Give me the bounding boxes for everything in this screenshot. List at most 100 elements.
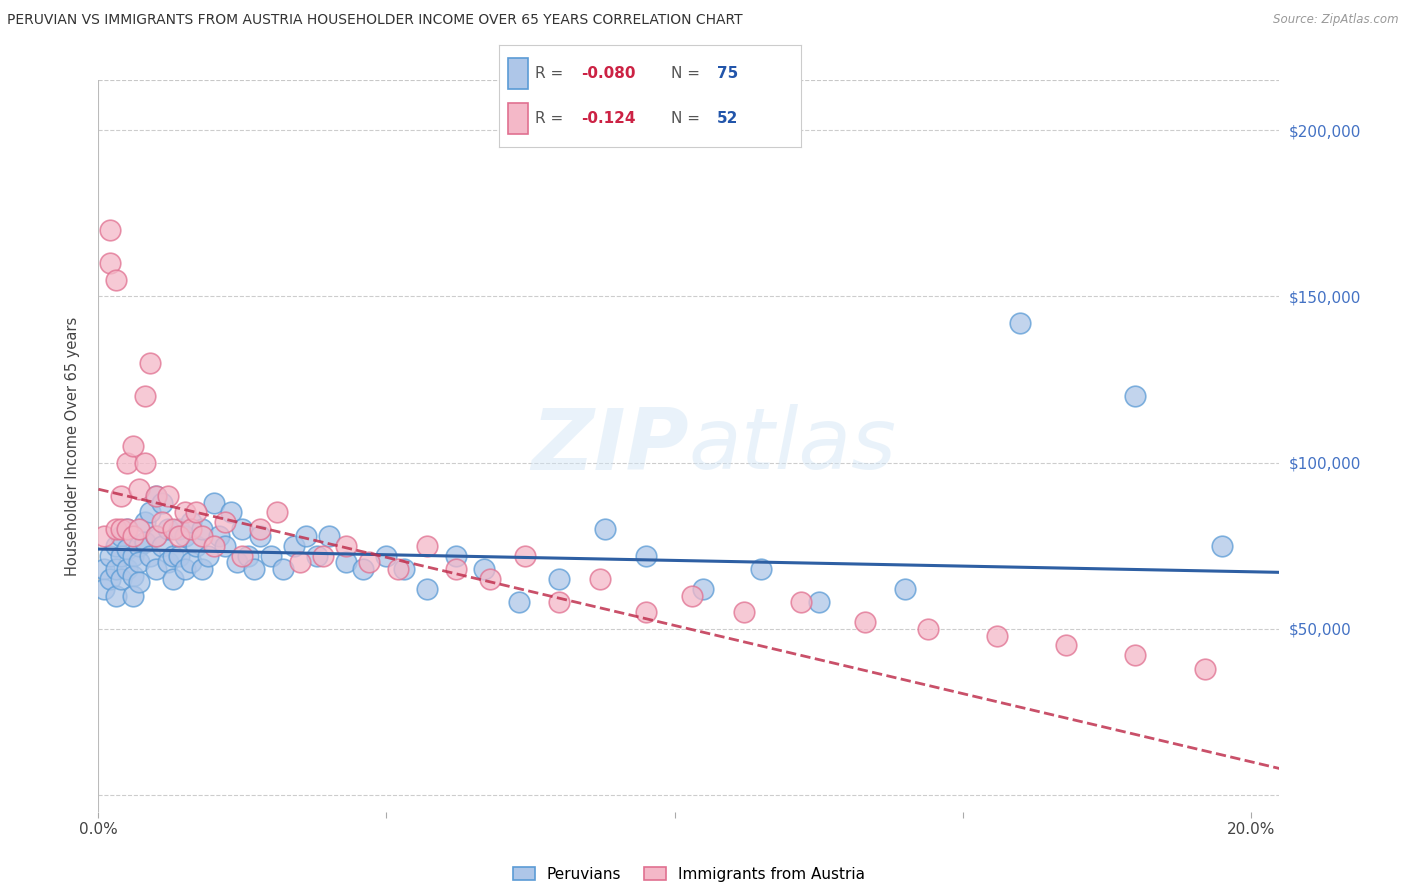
Point xyxy=(134,535,156,549)
Point xyxy=(1054,639,1077,653)
Point xyxy=(156,522,179,536)
Point xyxy=(894,582,917,596)
Point xyxy=(634,549,657,563)
Point xyxy=(513,549,536,563)
Point xyxy=(104,273,127,287)
Point xyxy=(214,516,236,530)
Point xyxy=(197,549,219,563)
Text: R =: R = xyxy=(536,111,568,126)
Point xyxy=(134,516,156,530)
Point xyxy=(283,539,305,553)
Text: Source: ZipAtlas.com: Source: ZipAtlas.com xyxy=(1274,13,1399,27)
Point xyxy=(180,555,202,569)
Point xyxy=(444,562,467,576)
Point xyxy=(115,542,138,557)
Point xyxy=(271,562,294,576)
Point xyxy=(110,522,132,536)
Point xyxy=(139,506,162,520)
Point xyxy=(225,555,247,569)
Point xyxy=(243,562,266,576)
Point xyxy=(444,549,467,563)
Point xyxy=(335,539,357,553)
Point xyxy=(387,562,409,576)
Point xyxy=(98,572,121,586)
Point xyxy=(115,522,138,536)
Text: PERUVIAN VS IMMIGRANTS FROM AUSTRIA HOUSEHOLDER INCOME OVER 65 YEARS CORRELATION: PERUVIAN VS IMMIGRANTS FROM AUSTRIA HOUS… xyxy=(7,13,742,28)
Point xyxy=(180,522,202,536)
Point xyxy=(128,482,150,496)
Point xyxy=(548,572,571,586)
Point xyxy=(392,562,415,576)
Point xyxy=(139,356,162,370)
Point xyxy=(416,539,439,553)
Point xyxy=(93,529,115,543)
Point xyxy=(162,549,184,563)
Point xyxy=(807,595,830,609)
Point xyxy=(186,539,208,553)
Point xyxy=(266,506,288,520)
Text: 52: 52 xyxy=(717,111,738,126)
Point xyxy=(145,529,167,543)
Point xyxy=(93,582,115,596)
Point xyxy=(307,549,329,563)
Point xyxy=(790,595,813,609)
Point xyxy=(115,522,138,536)
Point xyxy=(191,562,214,576)
Y-axis label: Householder Income Over 65 years: Householder Income Over 65 years xyxy=(65,317,80,575)
Point xyxy=(1010,316,1032,330)
Point xyxy=(128,575,150,590)
Point xyxy=(173,562,195,576)
Point xyxy=(186,506,208,520)
Point xyxy=(634,605,657,619)
Point xyxy=(115,456,138,470)
Point xyxy=(134,389,156,403)
Point xyxy=(733,605,755,619)
Point xyxy=(110,549,132,563)
Point xyxy=(359,555,381,569)
Point xyxy=(692,582,714,596)
Point xyxy=(1211,539,1233,553)
Point xyxy=(167,549,190,563)
Point xyxy=(548,595,571,609)
Point xyxy=(150,495,173,509)
Point xyxy=(122,568,145,582)
Point xyxy=(173,506,195,520)
Point xyxy=(128,555,150,569)
Point xyxy=(1125,389,1147,403)
Point xyxy=(122,439,145,453)
Text: ZIP: ZIP xyxy=(531,404,689,488)
Point xyxy=(231,549,253,563)
Point xyxy=(139,549,162,563)
Point xyxy=(191,529,214,543)
Text: -0.124: -0.124 xyxy=(581,111,636,126)
Point xyxy=(98,223,121,237)
Point xyxy=(122,589,145,603)
Point xyxy=(231,522,253,536)
Point xyxy=(595,522,617,536)
FancyBboxPatch shape xyxy=(508,103,527,134)
Point xyxy=(986,628,1008,642)
Legend: Peruvians, Immigrants from Austria: Peruvians, Immigrants from Austria xyxy=(508,861,870,888)
Point xyxy=(145,489,167,503)
Point xyxy=(260,549,283,563)
Point xyxy=(318,529,340,543)
Point xyxy=(134,456,156,470)
Point xyxy=(853,615,876,630)
Point xyxy=(588,572,610,586)
Point xyxy=(249,529,271,543)
Point xyxy=(104,539,127,553)
Text: N =: N = xyxy=(672,111,706,126)
Point xyxy=(128,539,150,553)
Point xyxy=(122,529,145,543)
Point xyxy=(1194,662,1216,676)
Point xyxy=(749,562,772,576)
Point xyxy=(110,572,132,586)
Text: 75: 75 xyxy=(717,66,738,81)
Point xyxy=(156,489,179,503)
Point xyxy=(208,529,231,543)
FancyBboxPatch shape xyxy=(508,58,527,88)
Point xyxy=(93,562,115,576)
Point xyxy=(288,555,311,569)
Point xyxy=(162,572,184,586)
Point xyxy=(150,516,173,530)
